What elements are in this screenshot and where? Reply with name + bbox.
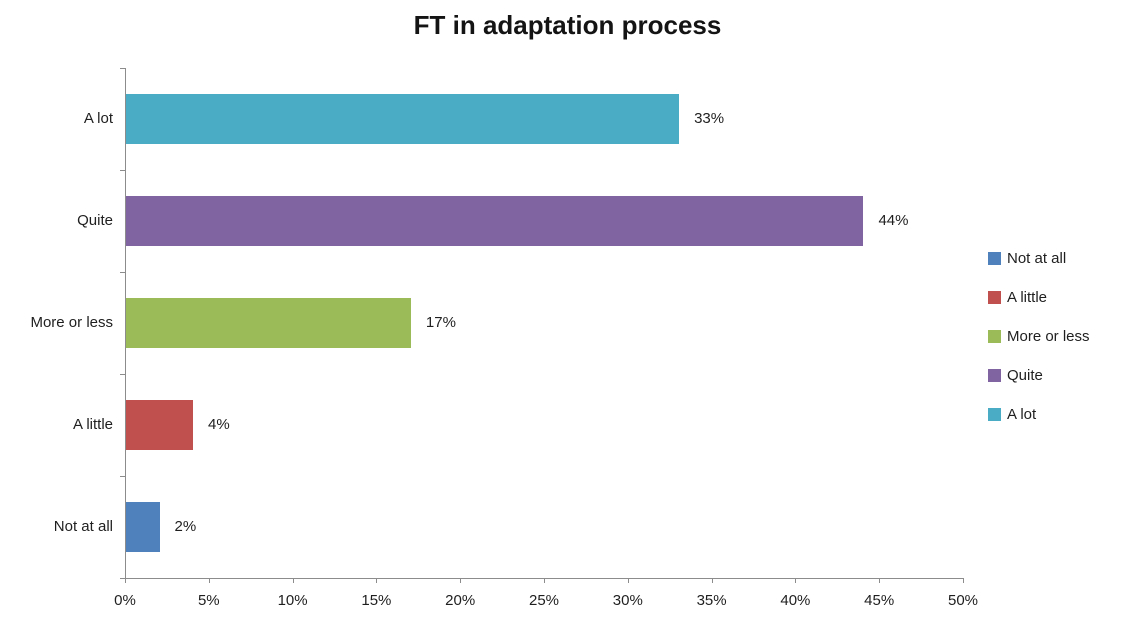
x-axis-tick <box>627 578 629 583</box>
x-axis-tick-label: 50% <box>947 592 979 609</box>
value-label: 17% <box>425 314 456 331</box>
x-axis-tick <box>544 578 545 583</box>
legend-swatch-icon <box>988 330 1001 343</box>
legend-label: Quite <box>1007 367 1043 384</box>
category-label: A little <box>72 416 113 433</box>
legend-item-quite: Quite <box>988 367 1090 384</box>
legend-swatch-icon <box>988 291 1001 304</box>
legend-label: A little <box>1007 289 1048 306</box>
legend-item-a-lot: A lot <box>988 406 1090 423</box>
legend-item-more-or-less: More or less <box>988 328 1090 345</box>
x-axis-tick-label: 40% <box>780 592 811 609</box>
bar-not-at-all <box>126 502 160 552</box>
legend-label: Not at all <box>1007 250 1067 267</box>
x-axis-tick-label: 30% <box>612 592 643 609</box>
value-label: 33% <box>694 110 725 127</box>
x-axis-tick-label: 20% <box>445 592 476 609</box>
category-label: A lot <box>83 110 113 127</box>
x-axis-tick-label: 15% <box>361 592 392 609</box>
y-axis-tick <box>120 374 125 375</box>
value-label: 44% <box>878 212 909 229</box>
x-axis-tick <box>376 578 378 583</box>
value-label: 4% <box>208 416 230 433</box>
legend-swatch-icon <box>988 369 1001 382</box>
legend-swatch-icon <box>988 408 1001 421</box>
legend-label: A lot <box>1007 406 1037 423</box>
y-axis-tick <box>120 68 125 69</box>
y-axis-tick <box>120 578 125 579</box>
y-axis-tick <box>120 170 125 171</box>
bar-more-or-less <box>126 298 411 348</box>
category-label: Not at all <box>53 518 113 535</box>
value-label: 2% <box>174 518 197 535</box>
legend-label: More or less <box>1007 328 1090 345</box>
bar-quite <box>126 196 864 246</box>
y-axis-tick <box>120 272 125 273</box>
x-axis-tick <box>963 578 964 583</box>
chart-title: FT in adaptation process <box>413 10 722 40</box>
legend-item-a-little: A little <box>988 289 1090 306</box>
bar-a-little <box>126 400 194 450</box>
y-axis-line <box>125 68 126 579</box>
legend-swatch-icon <box>988 252 1001 265</box>
x-axis-tick-label: 35% <box>696 592 727 609</box>
bar-a-lot <box>126 94 680 144</box>
x-axis-tick <box>879 578 881 583</box>
x-axis-tick <box>292 578 294 583</box>
category-label: More or less <box>30 314 113 331</box>
x-axis-tick-label: 5% <box>197 592 220 609</box>
legend-item-not-at-all: Not at all <box>988 250 1090 267</box>
x-axis-tick <box>460 578 462 583</box>
x-axis-tick <box>208 578 210 583</box>
legend: Not at all A little More or less Quite A lot <box>988 250 1090 423</box>
x-axis-tick <box>125 578 126 583</box>
x-axis-tick-label: 0% <box>114 592 136 609</box>
x-axis-tick-label: 10% <box>277 592 308 609</box>
y-axis-tick <box>120 476 125 477</box>
category-label: Quite <box>77 212 113 229</box>
x-axis-tick <box>795 578 797 583</box>
x-axis-tick-label: 25% <box>528 592 560 609</box>
x-axis-tick <box>711 578 713 583</box>
x-axis-tick-label: 45% <box>864 592 895 609</box>
